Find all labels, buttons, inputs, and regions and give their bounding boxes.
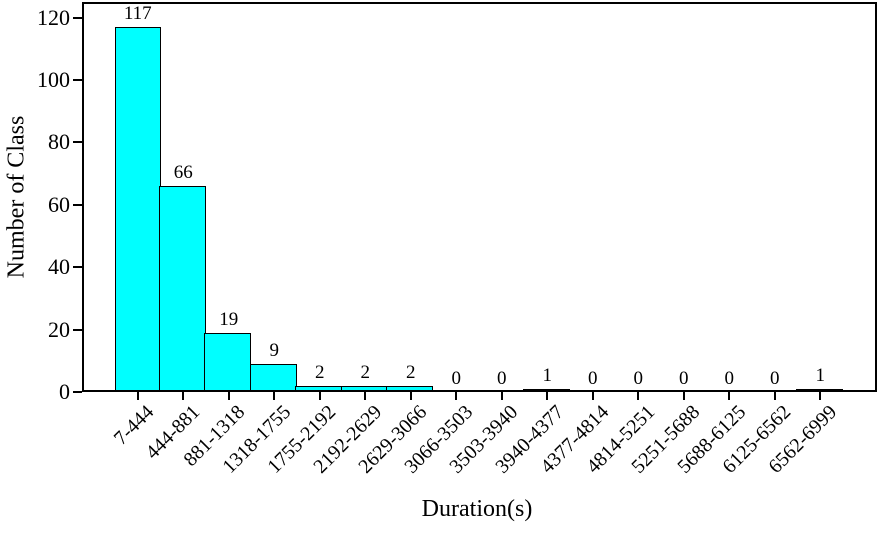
- bar-2629-3066: [386, 385, 434, 392]
- y-tick-label: 40: [48, 254, 70, 280]
- bar-value-label: 2: [406, 361, 416, 383]
- bar-value-label: 0: [770, 368, 780, 389]
- x-tick-mark: [227, 392, 230, 400]
- x-tick-mark: [409, 392, 412, 400]
- bars-layer: 117 66 19 9 2 2 2 0 0 1 0 0 0 0 0 1: [82, 2, 877, 392]
- bar-value-label: 0: [724, 368, 735, 389]
- x-tick-mark: [318, 392, 321, 400]
- bar-value-label: 0: [497, 368, 507, 389]
- bar-881-1318: [204, 332, 252, 392]
- bar-value-label: 19: [219, 308, 239, 330]
- y-tick-mark: [73, 79, 82, 81]
- bar-value-label: 117: [123, 2, 152, 24]
- x-tick-mark: [455, 392, 458, 400]
- bar-value-label: 9: [269, 339, 280, 361]
- bar-1318-1755: [249, 363, 297, 392]
- y-tick-label: 100: [37, 67, 70, 92]
- bar-value-label: 1: [542, 364, 553, 386]
- bar-value-label: 0: [588, 368, 598, 389]
- y-tick-mark: [73, 328, 82, 331]
- y-tick-mark: [73, 266, 82, 269]
- x-tick-mark: [182, 392, 185, 400]
- y-tick-mark: [73, 391, 82, 393]
- bar-444-881: [158, 186, 206, 392]
- x-tick-mark: [773, 392, 776, 400]
- x-tick-mark: [819, 392, 822, 400]
- y-tick-label: 20: [48, 316, 70, 342]
- bar-value-label: 66: [173, 162, 193, 184]
- x-tick-mark: [364, 392, 367, 400]
- x-axis-title: Duration(s): [421, 496, 533, 522]
- bar-value-label: 1: [815, 364, 826, 386]
- bar-value-label: 2: [315, 361, 325, 383]
- x-tick-mark: [546, 392, 549, 400]
- y-tick-mark: [73, 141, 82, 144]
- x-tick-mark: [682, 392, 685, 400]
- x-tick-mark: [728, 392, 731, 400]
- y-tick-mark: [73, 16, 82, 19]
- bar-value-label: 0: [679, 368, 689, 389]
- y-tick-label: 80: [48, 129, 70, 155]
- y-tick-label: 60: [48, 191, 70, 217]
- y-tick-mark: [73, 203, 82, 206]
- bar-value-label: 0: [633, 368, 644, 389]
- y-tick-label: 0: [59, 379, 70, 404]
- x-tick-mark: [273, 392, 276, 400]
- bar-7-444: [115, 26, 161, 392]
- y-tick-label: 120: [37, 4, 70, 30]
- x-tick-mark: [637, 392, 640, 400]
- x-tick-mark: [136, 392, 139, 400]
- bar-value-label: 2: [360, 361, 371, 383]
- bar-value-label: 0: [451, 368, 462, 389]
- x-tick-mark: [500, 392, 503, 400]
- x-tick-mark: [591, 392, 594, 400]
